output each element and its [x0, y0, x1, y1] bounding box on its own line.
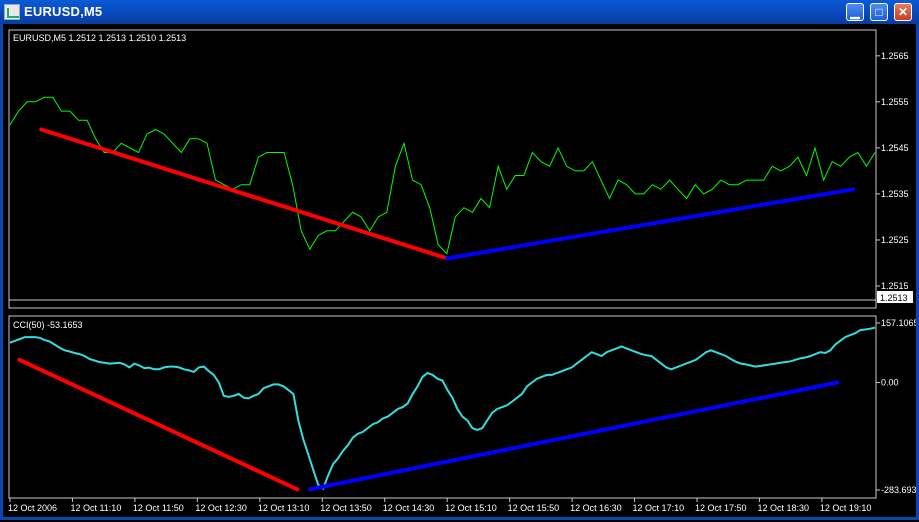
chart-window-frame: EURUSD,M5 1.2512 1.2513 1.2510 1.2513 CC… [0, 24, 919, 520]
time-tick-label: 12 Oct 13:10 [258, 503, 310, 513]
price-tick-label: 1.2565 [881, 51, 909, 61]
maximize-icon: □ [875, 5, 883, 19]
time-tick-label: 12 Oct 14:30 [383, 503, 435, 513]
time-tick-label: 12 Oct 12:30 [195, 503, 247, 513]
price-panel-border [8, 29, 877, 309]
price-tick-label: 1.2535 [881, 189, 909, 199]
price-panel-header: EURUSD,M5 1.2512 1.2513 1.2510 1.2513 [13, 33, 186, 43]
price-trendline-up[interactable] [445, 187, 856, 261]
trendlines[interactable] [17, 127, 856, 492]
price-trendline-down[interactable] [39, 127, 450, 261]
time-axis: 12 Oct 2006 12 Oct 11:10 12 Oct 11:50 12 Oc… [8, 498, 871, 513]
current-price-box [877, 291, 913, 303]
cci-trendline-down[interactable] [17, 357, 300, 492]
time-tick-label: 12 Oct 15:10 [445, 503, 497, 513]
cci-tick-label: -283.693 [881, 485, 916, 495]
time-tick-label: 12 Oct 2006 [8, 503, 57, 513]
time-tick-label: 12 Oct 17:50 [695, 503, 747, 513]
window-title-bar[interactable]: EURUSD,M5 ▁ □ ✕ [0, 0, 919, 24]
cci-tick-label: 0.00 [881, 378, 899, 388]
price-axis: 1.2565 1.2555 1.2545 1.2535 1.2525 1.2515 [876, 51, 909, 291]
current-price-label: 1.2513 [880, 293, 908, 303]
close-button[interactable]: ✕ [894, 3, 912, 21]
time-tick-label: 12 Oct 18:30 [757, 503, 809, 513]
minimize-button[interactable]: ▁ [846, 3, 864, 21]
time-tick-label: 12 Oct 15:50 [508, 503, 560, 513]
price-series-line [9, 96, 876, 255]
price-tick-label: 1.2555 [881, 97, 909, 107]
cci-trendline-up[interactable] [307, 380, 840, 492]
cci-axis: 157.1065 0.00 -283.693 [876, 318, 919, 495]
price-tick-label: 1.2515 [881, 281, 909, 291]
close-icon: ✕ [897, 5, 909, 19]
time-tick-label: 12 Oct 16:30 [570, 503, 622, 513]
cci-tick-label: 157.1065 [881, 318, 916, 328]
price-tick-label: 1.2545 [881, 143, 909, 153]
time-tick-label: 12 Oct 13:50 [320, 503, 372, 513]
time-tick-label: 12 Oct 17:10 [633, 503, 685, 513]
chart-window-icon [4, 4, 20, 20]
maximize-button[interactable]: □ [870, 3, 888, 21]
time-tick-label: 12 Oct 11:50 [133, 503, 184, 513]
time-tick-label: 12 Oct 11:10 [70, 503, 121, 513]
cci-series-line [9, 326, 876, 491]
chart-canvas[interactable]: EURUSD,M5 1.2512 1.2513 1.2510 1.2513 CC… [3, 24, 919, 517]
price-tick-label: 1.2525 [881, 235, 909, 245]
time-tick-label: 12 Oct 19:10 [820, 503, 872, 513]
minimize-icon: ▁ [850, 5, 860, 19]
cci-panel-border [8, 315, 877, 499]
cci-panel-header: CCI(50) -53.1653 [13, 320, 83, 330]
window-title: EURUSD,M5 [24, 4, 103, 19]
